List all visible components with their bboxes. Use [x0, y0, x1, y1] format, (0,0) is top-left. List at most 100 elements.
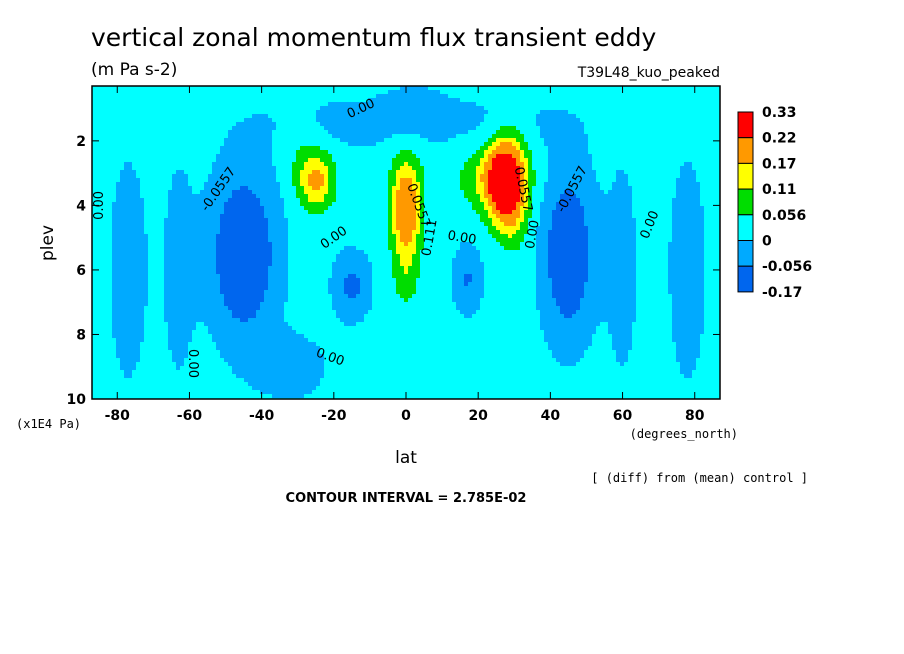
contour-cell — [664, 178, 668, 182]
contour-cell — [384, 166, 388, 170]
contour-cell — [144, 170, 148, 174]
contour-cell — [688, 186, 692, 190]
contour-cell — [352, 146, 356, 150]
contour-cell — [456, 158, 460, 162]
contour-cell — [704, 114, 708, 118]
contour-cell — [452, 194, 456, 198]
contour-cell — [216, 102, 220, 106]
contour-cell — [332, 114, 336, 118]
contour-cell — [352, 122, 356, 126]
contour-cell — [592, 210, 596, 214]
contour-cell — [488, 166, 492, 170]
contour-cell — [112, 98, 116, 102]
contour-cell — [596, 158, 600, 162]
contour-cell — [396, 138, 400, 142]
contour-cell — [492, 110, 496, 114]
contour-cell — [180, 206, 184, 210]
contour-cell — [416, 202, 420, 206]
contour-cell — [496, 106, 500, 110]
contour-cell — [240, 154, 244, 158]
contour-cell — [520, 110, 524, 114]
contour-cell — [196, 114, 200, 118]
contour-cell — [716, 142, 720, 146]
contour-cell — [200, 202, 204, 206]
contour-cell — [188, 154, 192, 158]
contour-cell — [480, 186, 484, 190]
contour-cell — [664, 94, 668, 98]
contour-cell — [424, 98, 428, 102]
contour-cell — [684, 142, 688, 146]
contour-cell — [652, 94, 656, 98]
contour-cell — [176, 210, 180, 214]
contour-cell — [372, 146, 376, 150]
contour-cell — [576, 206, 580, 210]
contour-cell — [584, 198, 588, 202]
contour-cell — [468, 174, 472, 178]
contour-cell — [312, 122, 316, 126]
contour-cell — [680, 98, 684, 102]
contour-cell — [148, 134, 152, 138]
contour-cell — [164, 174, 168, 178]
contour-cell — [136, 198, 140, 202]
contour-cell — [104, 138, 108, 142]
contour-cell — [652, 122, 656, 126]
contour-cell — [120, 118, 124, 122]
contour-cell — [212, 170, 216, 174]
contour-cell — [352, 170, 356, 174]
contour-cell — [128, 154, 132, 158]
contour-cell — [684, 102, 688, 106]
contour-cell — [624, 102, 628, 106]
contour-cell — [92, 186, 96, 190]
contour-cell — [516, 194, 520, 198]
contour-cell — [408, 194, 412, 198]
contour-cell — [336, 174, 340, 178]
contour-cell — [664, 182, 668, 186]
contour-cell — [236, 186, 240, 190]
contour-cell — [188, 202, 192, 206]
contour-cell — [240, 130, 244, 134]
contour-cell — [284, 110, 288, 114]
contour-cell — [688, 174, 692, 178]
contour-cell — [220, 142, 224, 146]
contour-cell — [292, 202, 296, 206]
contour-cell — [144, 198, 148, 202]
contour-cell — [164, 190, 168, 194]
contour-cell — [492, 138, 496, 142]
contour-cell — [556, 118, 560, 122]
contour-cell — [528, 182, 532, 186]
contour-cell — [316, 162, 320, 166]
contour-cell — [640, 158, 644, 162]
contour-cell — [452, 210, 456, 214]
contour-cell — [104, 142, 108, 146]
contour-cell — [260, 94, 264, 98]
contour-cell — [532, 122, 536, 126]
contour-cell — [404, 102, 408, 106]
contour-cell — [252, 190, 256, 194]
contour-cell — [140, 194, 144, 198]
contour-cell — [444, 118, 448, 122]
contour-cell — [112, 154, 116, 158]
contour-cell — [280, 90, 284, 94]
contour-cell — [284, 206, 288, 210]
contour-cell — [180, 198, 184, 202]
contour-cell — [260, 102, 264, 106]
contour-cell — [112, 122, 116, 126]
contour-cell — [584, 158, 588, 162]
contour-cell — [448, 134, 452, 138]
contour-cell — [596, 178, 600, 182]
contour-cell — [564, 206, 568, 210]
contour-cell — [188, 178, 192, 182]
contour-cell — [124, 130, 128, 134]
contour-cell — [628, 94, 632, 98]
contour-cell — [596, 102, 600, 106]
contour-cell — [440, 138, 444, 142]
contour-cell — [624, 126, 628, 130]
contour-cell — [332, 138, 336, 142]
contour-cell — [484, 90, 488, 94]
contour-cell — [664, 122, 668, 126]
contour-cell — [480, 90, 484, 94]
contour-cell — [644, 178, 648, 182]
contour-cell — [256, 106, 260, 110]
contour-cell — [392, 126, 396, 130]
contour-cell — [544, 106, 548, 110]
